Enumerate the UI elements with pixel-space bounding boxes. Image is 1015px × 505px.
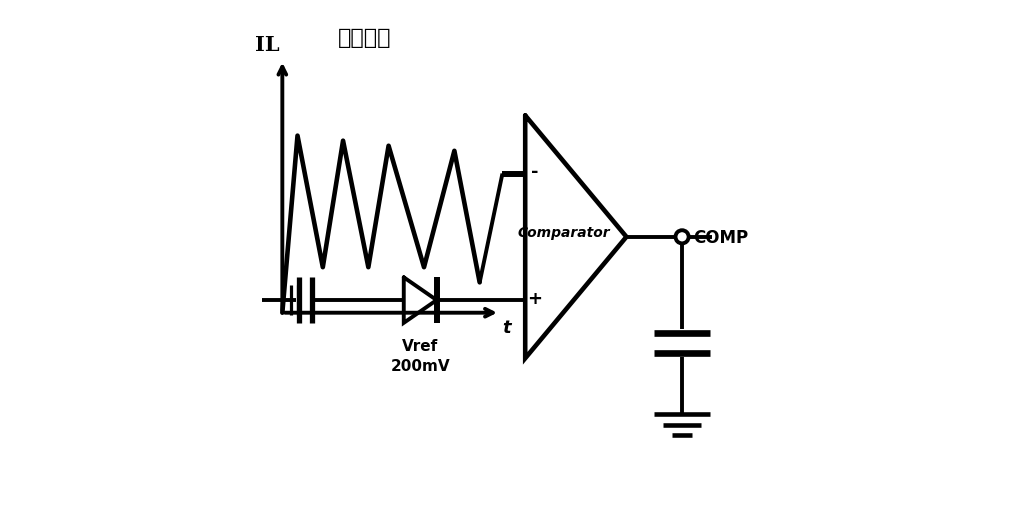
Text: 电感电流: 电感电流 [338, 28, 392, 48]
Text: COMP: COMP [692, 228, 748, 246]
Text: IL: IL [255, 34, 280, 55]
Text: +: + [527, 289, 542, 307]
Text: -: - [531, 163, 538, 181]
Text: t: t [502, 318, 512, 336]
Text: Vref: Vref [402, 338, 438, 354]
Text: Comparator: Comparator [518, 225, 610, 239]
Text: 200mV: 200mV [391, 359, 450, 374]
